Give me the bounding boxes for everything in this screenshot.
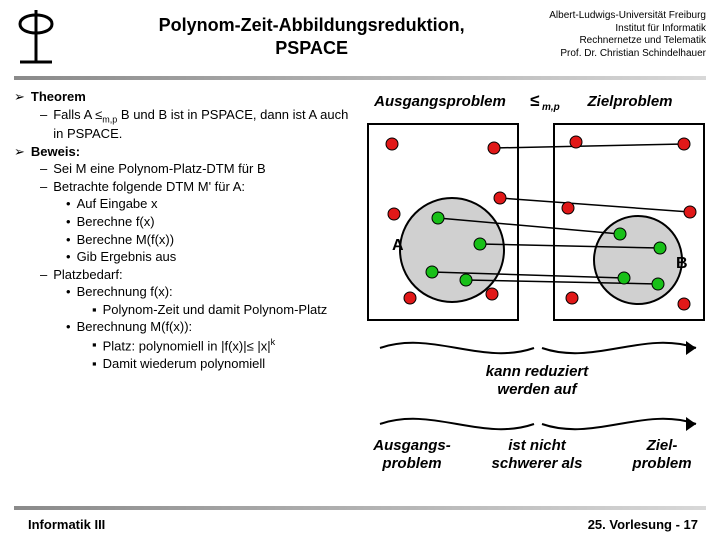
dash-bullet-icon: –	[40, 106, 47, 124]
dash-bullet-icon: –	[40, 178, 47, 196]
text-column: ➢ Theorem – Falls A ≤m,p B und B ist in …	[10, 88, 358, 493]
dot-bullet-icon: •	[66, 283, 71, 301]
dot-bullet-icon: •	[66, 231, 71, 249]
svg-text:Ausgangsproblem: Ausgangsproblem	[373, 93, 506, 110]
theorem-label: Theorem	[31, 88, 358, 106]
svg-text:B: B	[676, 255, 688, 272]
square-bullet-icon: ▪	[92, 301, 97, 319]
proof-c2a-text: Platz: polynomiell in |f(x)|≤ |x|k	[103, 336, 358, 355]
svg-text:Ziel-: Ziel-	[646, 437, 678, 454]
arrow-bullet-icon: ➢	[14, 143, 25, 161]
slide-title: Polynom-Zeit-Abbildungsreduktion, PSPACE	[74, 8, 549, 59]
item-proof-b: – Betrachte folgende DTM M' für A:	[10, 178, 358, 196]
dash-bullet-icon: –	[40, 266, 47, 284]
title-line-1: Polynom-Zeit-Abbildungsreduktion,	[74, 14, 549, 37]
affil-1: Albert-Ludwigs-Universität Freiburg	[549, 10, 706, 23]
item-proof-c1a: ▪ Polynom-Zeit und damit Polynom-Platz	[10, 301, 358, 319]
footer-rule	[14, 506, 706, 510]
affil-3: Rechnernetze und Telematik	[549, 35, 706, 48]
item-proof-c: – Platzbedarf:	[10, 266, 358, 284]
svg-text:problem: problem	[631, 455, 691, 472]
theorem-text: Falls A ≤m,p B und B ist in PSPACE, dann…	[53, 106, 358, 143]
item-proof-a: – Sei M eine Polynom-Platz-DTM für B	[10, 160, 358, 178]
item-proof-c1: • Berechnung f(x):	[10, 283, 358, 301]
svg-text:schwerer als: schwerer als	[492, 455, 583, 472]
item-proof: ➢ Beweis:	[10, 143, 358, 161]
dot-bullet-icon: •	[66, 213, 71, 231]
svg-text:Zielproblem: Zielproblem	[586, 93, 672, 110]
svg-text:m,p: m,p	[542, 102, 560, 113]
item-proof-c2: • Berechnung M(f(x)):	[10, 318, 358, 336]
reduction-diagram: Ausgangsproblem ≤m,p Zielproblem A Bkann red…	[362, 88, 712, 488]
dot-bullet-icon: •	[66, 248, 71, 266]
dot-bullet-icon: •	[66, 195, 71, 213]
item-proof-c2a: ▪ Platz: polynomiell in |f(x)|≤ |x|k	[10, 336, 358, 355]
svg-text:≤: ≤	[530, 91, 540, 110]
content: ➢ Theorem – Falls A ≤m,p B und B ist in …	[0, 80, 720, 493]
title-line-2: PSPACE	[74, 37, 549, 60]
item-proof-b1: • Auf Eingabe x	[10, 195, 358, 213]
item-proof-b3: • Berechne M(f(x))	[10, 231, 358, 249]
svg-text:ist nicht: ist nicht	[508, 437, 567, 454]
header: Polynom-Zeit-Abbildungsreduktion, PSPACE…	[0, 0, 720, 76]
affil-4: Prof. Dr. Christian Schindelhauer	[549, 48, 706, 61]
square-bullet-icon: ▪	[92, 355, 97, 373]
dot-bullet-icon: •	[66, 318, 71, 336]
svg-text:werden auf: werden auf	[497, 381, 578, 398]
dash-bullet-icon: –	[40, 160, 47, 178]
affil-2: Institut für Informatik	[549, 23, 706, 36]
diagram-column: Ausgangsproblem ≤m,p Zielproblem A Bkann red…	[358, 88, 712, 493]
svg-text:kann reduziert: kann reduziert	[486, 363, 590, 380]
item-theorem: ➢ Theorem	[10, 88, 358, 106]
proof-label: Beweis:	[31, 143, 358, 161]
footer-right: 25. Vorlesung - 17	[588, 517, 698, 532]
item-proof-b4: • Gib Ergebnis aus	[10, 248, 358, 266]
item-theorem-body: – Falls A ≤m,p B und B ist in PSPACE, da…	[10, 106, 358, 143]
svg-text:Ausgangs-: Ausgangs-	[372, 437, 451, 454]
affiliation: Albert-Ludwigs-Universität Freiburg Inst…	[549, 8, 706, 60]
item-proof-b2: • Berechne f(x)	[10, 213, 358, 231]
footer-left: Informatik III	[28, 517, 105, 532]
arrow-bullet-icon: ➢	[14, 88, 25, 106]
square-bullet-icon: ▪	[92, 336, 97, 354]
item-proof-c2b: ▪ Damit wiederum polynomiell	[10, 355, 358, 373]
svg-text:A: A	[392, 237, 404, 254]
uni-logo-icon	[14, 8, 58, 64]
footer: Informatik III 25. Vorlesung - 17	[0, 506, 720, 540]
svg-text:problem: problem	[381, 455, 441, 472]
